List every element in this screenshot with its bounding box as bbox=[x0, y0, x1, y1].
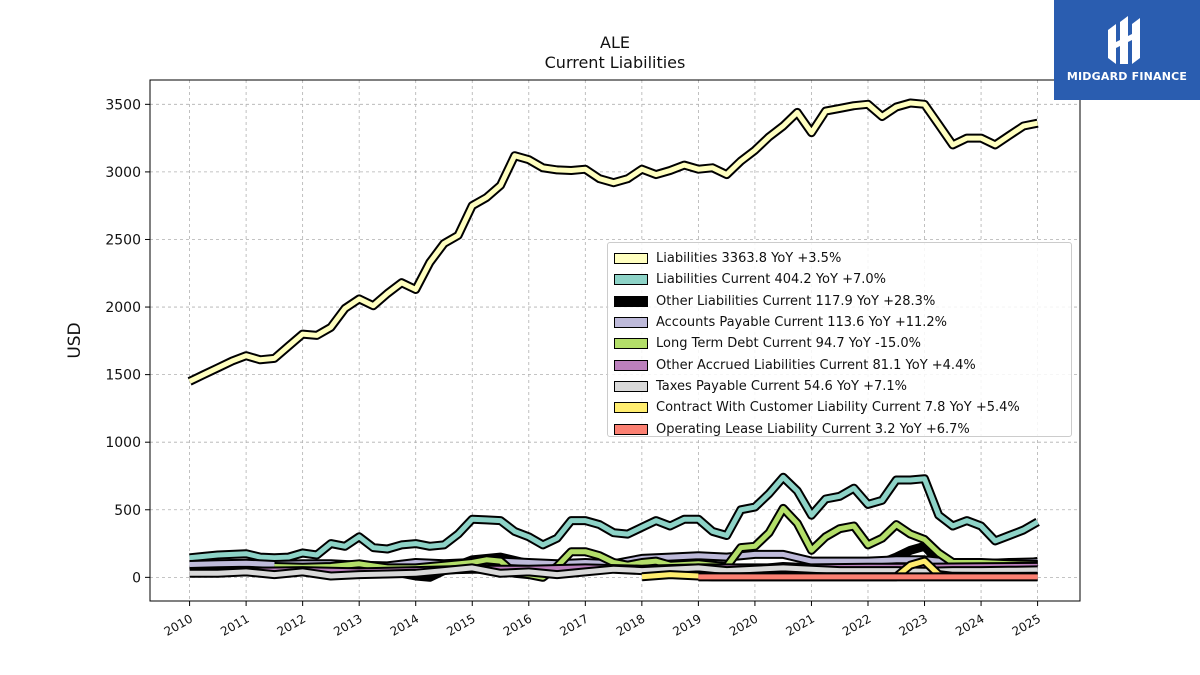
y-tick-label: 0 bbox=[132, 570, 141, 586]
legend-label: Long Term Debt Current 94.7 YoY -15.0% bbox=[656, 336, 921, 352]
midgard-logo-icon bbox=[1108, 16, 1140, 64]
legend-entry: Liabilities 3363.8 YoY +3.5% bbox=[608, 248, 1071, 269]
legend-swatch bbox=[614, 359, 648, 371]
x-tick-label: 2016 bbox=[501, 611, 534, 638]
x-tick-label: 2025 bbox=[1010, 611, 1043, 638]
legend-swatch bbox=[614, 402, 648, 414]
legend-label: Accounts Payable Current 113.6 YoY +11.2… bbox=[656, 315, 948, 331]
series-line bbox=[188, 100, 1039, 384]
legend-entry: Other Liabilities Current 117.9 YoY +28.… bbox=[608, 291, 1071, 312]
x-tick-label: 2023 bbox=[897, 611, 930, 638]
legend-entry: Accounts Payable Current 113.6 YoY +11.2… bbox=[608, 312, 1071, 333]
legend-label: Liabilities 3363.8 YoY +3.5% bbox=[656, 251, 842, 267]
legend-swatch bbox=[614, 380, 648, 392]
legend-swatch bbox=[614, 295, 648, 307]
x-tick-label: 2011 bbox=[218, 611, 251, 638]
series-7 bbox=[189, 563, 1038, 581]
legend-entry: Liabilities Current 404.2 YoY +7.0% bbox=[608, 269, 1071, 290]
legend-label: Other Liabilities Current 117.9 YoY +28.… bbox=[656, 293, 936, 309]
y-tick-label: 1000 bbox=[105, 435, 141, 451]
series-1 bbox=[187, 98, 1039, 386]
legend-label: Taxes Payable Current 54.6 YoY +7.1% bbox=[656, 378, 908, 394]
legend-swatch bbox=[614, 253, 648, 265]
legend-label: Operating Lease Liability Current 3.2 Yo… bbox=[656, 421, 970, 437]
chart-subtitle: Current Liabilities bbox=[544, 53, 686, 72]
x-tick-label: 2019 bbox=[670, 611, 703, 638]
legend-swatch bbox=[614, 317, 648, 329]
x-tick-label: 2012 bbox=[275, 611, 308, 638]
legend-label: Other Accrued Liabilities Current 81.1 Y… bbox=[656, 357, 976, 373]
brand-name: MIDGARD FINANCE bbox=[1066, 70, 1188, 83]
legend-swatch bbox=[614, 274, 648, 286]
legend-entry: Other Accrued Liabilities Current 81.1 Y… bbox=[608, 354, 1071, 375]
y-tick-label: 3000 bbox=[105, 165, 141, 181]
legend-label: Contract With Customer Liability Current… bbox=[656, 400, 1020, 416]
y-tick-label: 1500 bbox=[105, 368, 141, 384]
legend-entry: Contract With Customer Liability Current… bbox=[608, 397, 1071, 418]
y-tick-label: 2000 bbox=[105, 300, 141, 316]
y-axis-label: USD bbox=[65, 322, 85, 358]
x-tick-label: 2024 bbox=[953, 611, 986, 638]
legend: Liabilities 3363.8 YoY +3.5% Liabilities … bbox=[607, 242, 1072, 437]
legend-entry: Taxes Payable Current 54.6 YoY +7.1% bbox=[608, 376, 1071, 397]
x-tick-label: 2015 bbox=[444, 611, 477, 638]
x-tick-label: 2020 bbox=[727, 611, 760, 638]
y-tick-label: 3500 bbox=[105, 97, 141, 113]
series-line bbox=[189, 565, 1038, 579]
series-line bbox=[189, 474, 1039, 561]
legend-swatch bbox=[614, 338, 648, 350]
series-2 bbox=[189, 472, 1040, 563]
legend-entry: Operating Lease Liability Current 3.2 Yo… bbox=[608, 418, 1071, 439]
x-tick-label: 2021 bbox=[784, 611, 817, 638]
brand-logo: MIDGARD FINANCE bbox=[1054, 0, 1200, 100]
x-tick-label: 2010 bbox=[162, 611, 195, 638]
y-tick-label: 500 bbox=[114, 503, 141, 519]
legend-entry: Long Term Debt Current 94.7 YoY -15.0% bbox=[608, 333, 1071, 354]
y-tick-label: 2500 bbox=[105, 232, 141, 248]
x-tick-label: 2014 bbox=[388, 611, 421, 638]
x-tick-label: 2013 bbox=[331, 611, 364, 638]
x-tick-label: 2018 bbox=[614, 611, 647, 638]
chart-title: ALE bbox=[600, 33, 630, 52]
legend-swatch bbox=[614, 423, 648, 435]
plot-frame bbox=[149, 79, 1081, 602]
x-tick-label: 2022 bbox=[840, 611, 873, 638]
x-tick-label: 2017 bbox=[557, 611, 590, 638]
series-layer bbox=[187, 98, 1040, 582]
legend-label: Liabilities Current 404.2 YoY +7.0% bbox=[656, 272, 886, 288]
